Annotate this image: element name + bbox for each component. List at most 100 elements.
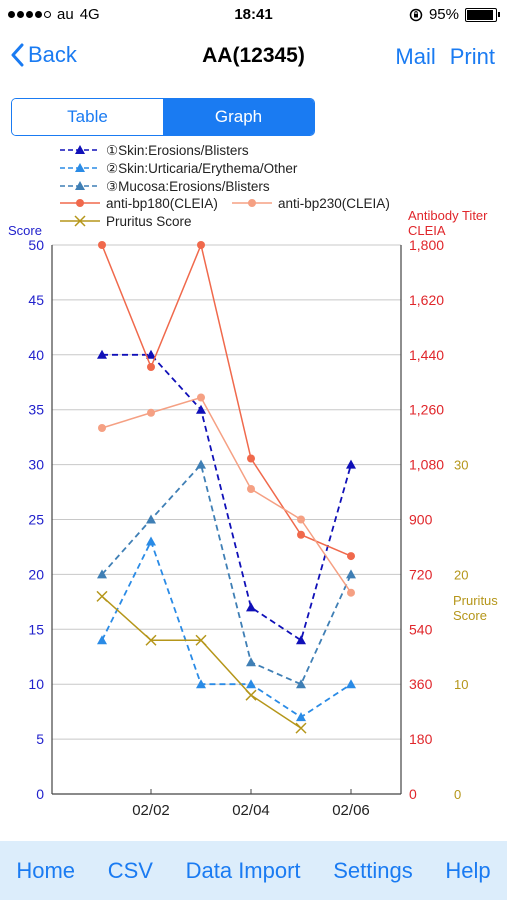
network-type: 4G bbox=[79, 6, 100, 23]
right-tick-label: 900 bbox=[409, 512, 433, 528]
triangle-marker bbox=[346, 679, 356, 689]
x-marker bbox=[74, 215, 86, 227]
status-left: au 4G bbox=[8, 6, 100, 23]
series-line bbox=[101, 539, 352, 719]
left-tick-label: 50 bbox=[28, 237, 44, 253]
x-marker bbox=[195, 634, 207, 646]
tab-csv[interactable]: CSV bbox=[107, 857, 153, 883]
right-tick-label: 1,260 bbox=[409, 402, 444, 418]
tab-graph[interactable]: Graph bbox=[163, 99, 314, 135]
series-line bbox=[102, 353, 352, 642]
tab-settings[interactable]: Settings bbox=[333, 857, 413, 883]
circle-marker bbox=[248, 199, 256, 207]
triangle-marker bbox=[246, 602, 256, 612]
gridlines bbox=[52, 244, 401, 740]
battery-icon bbox=[465, 7, 500, 22]
legend-label: anti-bp230(CLEIA) bbox=[278, 196, 390, 211]
bottom-tab-bar: Home CSV Data Import Settings Help bbox=[0, 841, 507, 900]
left-tick-label: 5 bbox=[36, 731, 44, 747]
chevron-left-icon bbox=[11, 43, 24, 67]
legend-item: Pruritus Score bbox=[60, 214, 192, 229]
circle-marker bbox=[147, 408, 155, 417]
rotation-lock-icon bbox=[409, 8, 423, 21]
x-tick-label: 02/06 bbox=[332, 802, 370, 819]
left-tick-label: 0 bbox=[36, 786, 44, 802]
nav-actions: Mail Print bbox=[395, 44, 495, 70]
triangle-marker bbox=[97, 569, 107, 579]
legend-item: anti-bp230(CLEIA) bbox=[232, 196, 390, 211]
series-line bbox=[101, 242, 352, 557]
score-titer-chart: 05101520253035404550Score018036054072090… bbox=[8, 143, 498, 819]
tab-table[interactable]: Table bbox=[12, 99, 163, 135]
left-tick-label: 10 bbox=[28, 676, 44, 692]
right-tick-label: 180 bbox=[409, 731, 433, 747]
circle-marker bbox=[98, 241, 106, 249]
status-right: 95% bbox=[409, 6, 500, 23]
circle-marker bbox=[147, 363, 155, 371]
print-button[interactable]: Print bbox=[449, 44, 495, 69]
right-tick-label: 1,080 bbox=[409, 457, 444, 473]
tab-help[interactable]: Help bbox=[445, 857, 491, 883]
left-tick-label: 20 bbox=[28, 566, 44, 582]
x-tick-label: 02/04 bbox=[232, 802, 270, 819]
signal-icon bbox=[8, 11, 51, 18]
left-tick-label: 30 bbox=[28, 457, 44, 473]
triangle-marker bbox=[246, 679, 256, 689]
circle-marker bbox=[98, 424, 106, 432]
right-tick-label: 1,620 bbox=[409, 292, 444, 308]
triangle-marker bbox=[146, 349, 156, 359]
series-line bbox=[101, 396, 352, 594]
left-axis-label: Score bbox=[8, 223, 42, 238]
pruritus-tick-label: 30 bbox=[454, 458, 468, 473]
left-tick-label: 35 bbox=[28, 402, 44, 418]
x-marker bbox=[96, 590, 108, 602]
pruritus-tick-label: 20 bbox=[454, 567, 468, 582]
pruritus-axis-label: Pruritus bbox=[453, 593, 498, 608]
x-marker bbox=[295, 722, 307, 734]
triangle-marker bbox=[296, 712, 306, 722]
chart-legend: ①Skin:Erosions/Blisters ②Skin:Urticaria/E… bbox=[60, 143, 390, 229]
triangle-marker bbox=[146, 536, 156, 546]
triangle-marker bbox=[346, 569, 356, 579]
circle-marker bbox=[347, 588, 355, 597]
back-label: Back bbox=[28, 42, 77, 67]
circle-marker bbox=[247, 454, 255, 463]
pruritus-tick-label: 0 bbox=[454, 787, 461, 802]
legend-label: ①Skin:Erosions/Blisters bbox=[106, 143, 249, 158]
circle-marker bbox=[197, 241, 205, 249]
pruritus-axis-label: Score bbox=[453, 608, 487, 623]
circle-marker bbox=[197, 393, 205, 402]
back-button[interactable]: Back bbox=[10, 42, 77, 68]
circle-marker bbox=[297, 530, 305, 539]
series-6 bbox=[96, 590, 307, 734]
triangle-marker bbox=[346, 459, 356, 469]
navigation-bar: Back AA(12345) Mail Print bbox=[0, 30, 507, 85]
series-5 bbox=[98, 393, 355, 597]
triangle-marker bbox=[75, 163, 85, 172]
right-tick-label: 1,800 bbox=[409, 237, 444, 253]
triangle-marker bbox=[296, 679, 306, 689]
series-2 bbox=[97, 536, 356, 722]
series-1 bbox=[97, 349, 356, 645]
tab-home[interactable]: Home bbox=[16, 857, 76, 883]
series-line bbox=[101, 595, 302, 729]
triangle-marker bbox=[296, 635, 306, 645]
status-bar: au 4G 18:41 95% bbox=[0, 0, 507, 30]
tab-data-import[interactable]: Data Import bbox=[185, 857, 301, 883]
triangle-marker bbox=[146, 514, 156, 524]
triangle-marker bbox=[97, 635, 107, 645]
right-tick-label: 1,440 bbox=[409, 347, 444, 363]
pruritus-tick-label: 10 bbox=[454, 677, 468, 692]
triangle-marker bbox=[196, 459, 206, 469]
legend-item: anti-bp180(CLEIA) bbox=[60, 196, 218, 211]
triangle-marker bbox=[97, 349, 107, 359]
x-marker bbox=[145, 634, 157, 646]
x-marker bbox=[245, 689, 257, 701]
mail-button[interactable]: Mail bbox=[395, 44, 436, 69]
legend-label: anti-bp180(CLEIA) bbox=[106, 196, 218, 211]
circle-marker bbox=[347, 552, 355, 561]
right-axis-label: Antibody Titer CLEIA bbox=[408, 208, 488, 238]
legend-label: ③Mucosa:Erosions/Blisters bbox=[106, 179, 270, 194]
legend-label: ②Skin:Urticaria/Erythema/Other bbox=[106, 161, 298, 176]
circle-marker bbox=[297, 515, 305, 524]
